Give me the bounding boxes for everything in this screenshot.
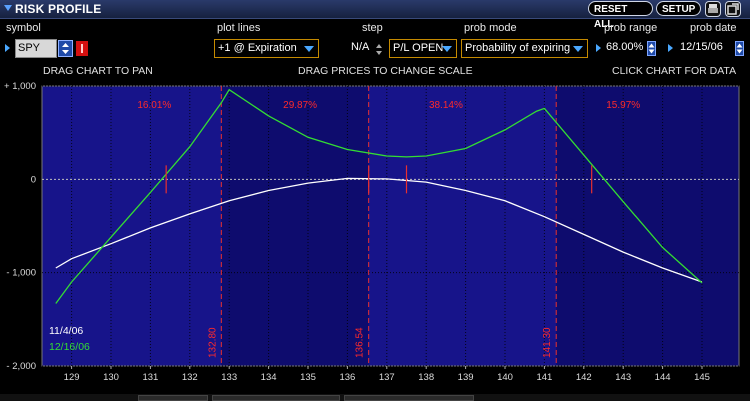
symbol-label: symbol [6,22,41,34]
data-hint: CLICK CHART FOR DATA [612,65,737,77]
x-tick-label: 130 [103,372,119,383]
prob-range-expand-icon[interactable] [596,44,601,52]
pl-mode-select[interactable]: P/L OPEN [389,39,457,58]
probability-label: 16.01% [137,100,171,111]
step-label: step [362,22,383,34]
symbol-expand-icon[interactable] [5,44,10,52]
alert-icon[interactable] [76,41,88,56]
x-tick-label: 142 [576,372,592,383]
probability-label: 15.97% [606,100,640,111]
risk-profile-chart[interactable]: + 1,000 0 - 1,000 - 2,000 129 130 131 132 133 134… [0,79,750,394]
plot-lines-value: +1 @ Expiration [218,42,297,54]
y-tick-label: - 1,000 [6,268,36,279]
chevron-down-icon [442,46,452,52]
x-tick-label: 141 [536,372,552,383]
series-line [55,177,703,283]
legend-entry: 12/16/06 [49,341,90,353]
y-tick-label: 0 [31,174,36,185]
y-tick-label: + 1,000 [4,81,36,92]
title-bar [0,0,750,19]
probability-band [42,86,222,366]
x-tick-label: 143 [615,372,631,383]
x-tick-label: 136 [339,372,355,383]
probability-band [368,86,557,366]
symbol-input[interactable]: SPY [15,39,57,58]
x-tick-label: 132 [182,372,198,383]
step-spinner-icon[interactable] [375,42,383,57]
x-tick-label: 131 [142,372,158,383]
chart-hints: DRAG CHART TO PAN DRAG PRICES TO CHANGE … [0,63,750,79]
collapse-arrow-icon[interactable] [4,5,12,11]
x-tick-label: 133 [221,372,237,383]
print-icon[interactable] [705,1,721,17]
prob-date-spinner[interactable] [735,41,744,56]
x-tick-label: 145 [694,372,710,383]
x-tick-label: 134 [261,372,277,383]
chevron-down-icon [573,46,583,52]
prob-mode-select[interactable]: Probability of expiring [461,39,588,58]
breakeven-label: 132.80 [207,327,218,358]
prob-date-value: 12/15/06 [680,41,723,53]
bottom-tab[interactable] [212,395,340,401]
prob-mode-value: Probability of expiring [465,42,571,54]
prob-date-label: prob date [690,22,737,34]
scale-hint: DRAG PRICES TO CHANGE SCALE [298,65,473,77]
bottom-tab[interactable] [344,395,474,401]
plot-lines-select[interactable]: +1 @ Expiration [214,39,319,58]
x-tick-label: 139 [458,372,474,383]
chevron-down-icon [304,46,314,52]
legend-entry: 11/4/06 [49,325,83,337]
x-tick-label: 137 [379,372,395,383]
setup-button[interactable]: SETUP [656,1,701,16]
x-tick-label: 138 [418,372,434,383]
x-tick-label: 135 [300,372,316,383]
prob-range-value: 68.00% [606,41,644,53]
prob-range-label: prob range [604,22,658,34]
popout-icon[interactable] [725,1,741,17]
step-value: N/A [351,41,370,53]
x-tick-label: 129 [64,372,80,383]
pl-mode-value: P/L OPEN [393,42,444,54]
plot-lines-label: plot lines [217,22,261,34]
x-tick-label: 144 [655,372,671,383]
window-title: RISK PROFILE [15,2,102,16]
probability-label: 38.14% [429,100,463,111]
prob-mode-label: prob mode [464,22,517,34]
symbol-dropdown-button[interactable] [58,40,73,57]
x-tick-label: 140 [497,372,513,383]
series-line [55,88,703,304]
prob-range-spinner[interactable] [647,41,656,56]
y-tick-label: - 2,000 [6,361,36,372]
prob-date-expand-icon[interactable] [668,44,673,52]
x-axis-strip [42,367,739,387]
bottom-tab[interactable] [138,395,208,401]
pan-hint: DRAG CHART TO PAN [43,65,153,77]
breakeven-label: 136.54 [355,327,366,358]
probability-label: 29.87% [283,100,317,111]
reset-all-button[interactable]: RESET ALL [588,1,653,30]
breakeven-label: 141.30 [542,327,553,358]
